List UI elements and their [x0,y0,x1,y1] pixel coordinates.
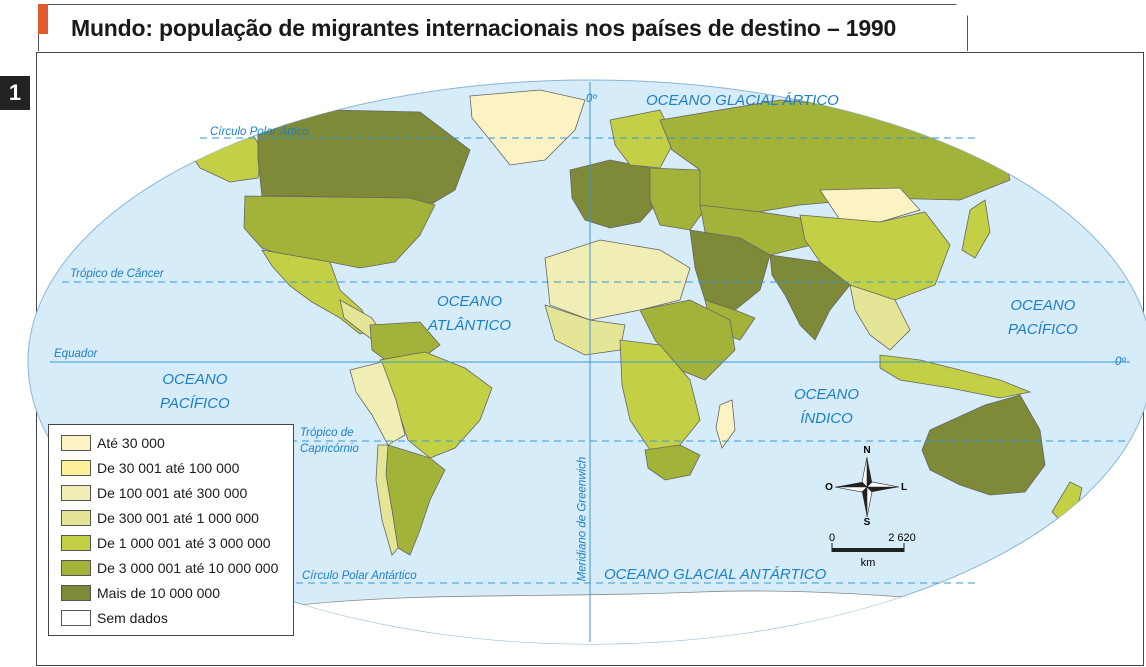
south-africa [644,444,701,481]
legend-item: De 30 001 até 100 000 [61,458,239,478]
europe-west [569,159,661,229]
china [799,211,951,301]
legend-label: De 300 001 até 1 000 000 [97,510,259,526]
title-tab: Mundo: população de migrantes internacio… [38,4,968,51]
zero-meridian-top-label: 0º [586,93,597,105]
legend-label: Mais de 10 000 000 [97,585,220,601]
compass-rose [834,456,900,518]
greenwich-meridian-label: Meridiano de Greenwich [576,456,589,582]
antarctica [299,590,1001,644]
atlantic-ocean-label: OCEANO ATLÂNTICO [428,293,512,334]
legend-item: Mais de 10 000 000 [61,583,220,603]
legend-swatch [61,585,91,601]
legend-swatch [61,610,91,626]
legend-label: De 100 001 até 300 000 [97,485,248,501]
madagascar [715,399,736,449]
middle-east [689,229,771,311]
legend-label: Até 30 000 [97,435,165,451]
usa [243,195,436,269]
legend-label: Sem dados [97,610,168,626]
legend-swatch [61,560,91,576]
antarctic-circle-label: Círculo Polar Antártico [302,570,417,582]
north-africa [544,239,691,321]
japan [961,199,991,259]
legend-item: Sem dados [61,608,168,628]
legend-label: De 1 000 001 até 3 000 000 [97,535,271,551]
compass-east: L [901,482,907,493]
legend-swatch [61,510,91,526]
scale-start: 0 [829,532,835,544]
greenland [469,89,586,166]
mongolia [819,187,921,223]
antarctic-ocean-label: OCEANO GLACIAL ANTÁRTICO [604,566,827,583]
arctic-ocean-label: OCEANO GLACIAL ÁRTICO [646,92,839,109]
chile [375,444,399,556]
legend-label: De 3 000 001 até 10 000 000 [97,560,279,576]
compass-west: O [825,482,833,493]
arctic-circle-label: Círculo Polar Ártico [210,126,310,138]
figure-number-badge: 1 [0,76,30,110]
legend-item: De 3 000 001 até 10 000 000 [61,558,278,578]
legend-label: De 30 001 até 100 000 [97,460,240,476]
legend-swatch [61,485,91,501]
reference-lines [50,82,1130,642]
legend-swatch [61,435,91,451]
legend: Até 30 000 De 30 001 até 100 000 De 100 … [48,424,294,636]
scale-bar [831,543,905,552]
legend-swatch [61,460,91,476]
pacific-west-label: OCEANO PACÍFICO [160,371,230,412]
andes-countries [349,361,406,446]
pacific-east-label: OCEANO PACÍFICO [1008,297,1078,338]
tropic-capricorn-label: Trópico de Capricórnio [300,427,359,455]
zero-equator-right-label: 0º [1115,356,1126,368]
tropic-cancer-label: Trópico de Câncer [70,268,164,280]
map-title: Mundo: população de migrantes internacio… [71,15,897,41]
equator-label: Equador [54,348,98,360]
indian-ocean-label: OCEANO ÍNDICO [794,386,860,427]
southeast-asia [849,284,911,351]
compass-north: N [863,445,870,456]
compass-south: S [864,517,871,528]
legend-item: De 1 000 001 até 3 000 000 [61,533,271,553]
scale-unit: km [861,557,876,569]
australia [921,394,1046,496]
legend-item: De 300 001 até 1 000 000 [61,508,259,528]
legend-item: Até 30 000 [61,433,165,453]
legend-swatch [61,535,91,551]
legend-item: De 100 001 até 300 000 [61,483,247,503]
indonesia [879,354,1032,399]
scale-end: 2 620 [888,532,916,544]
